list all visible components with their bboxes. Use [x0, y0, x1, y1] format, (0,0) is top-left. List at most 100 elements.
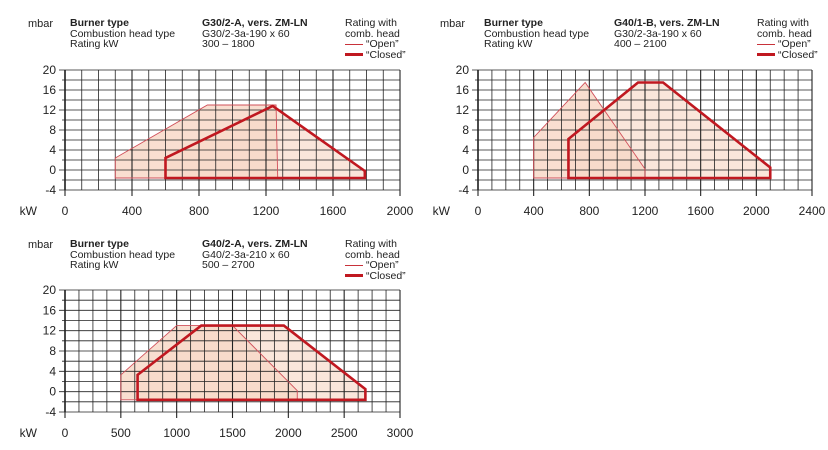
y-unit-label: mbar [28, 239, 54, 251]
legend: Rating with comb. head “Open” “Closed” [757, 18, 818, 60]
legend-swatch-closed [345, 53, 363, 57]
burner-model: G40/2-A, vers. ZM-LN [202, 238, 308, 250]
legend: Rating with comb. head “Open” “Closed” [345, 18, 406, 60]
area-fill-closed [137, 325, 366, 400]
x-tick-label: 3000 [387, 426, 414, 440]
x-tick-label: 1000 [163, 426, 190, 440]
x-tick-label: 1500 [219, 426, 246, 440]
x-tick-label: 800 [189, 204, 209, 218]
y-tick-label: -4 [45, 405, 56, 419]
area-fill-open [120, 325, 298, 400]
burner-model: G40/1-B, vers. ZM-LN [614, 17, 720, 29]
y-tick-label: 16 [43, 303, 57, 317]
head-model: G30/2-3a-190 x 60 [202, 27, 290, 40]
x-tick-label: 0 [62, 204, 69, 218]
x-unit-label: kW [20, 204, 38, 218]
rating-label: Rating kW [484, 38, 533, 50]
burner-header: Burner type Combustion head type Rating … [70, 239, 175, 271]
x-tick-label: 1600 [320, 204, 347, 218]
x-tick-label: 400 [122, 204, 142, 218]
y-unit-label: mbar [440, 18, 466, 30]
x-tick-label: 500 [111, 426, 131, 440]
head-model: G40/2-3a-210 x 60 [202, 248, 290, 261]
y-tick-label: 16 [456, 83, 470, 97]
x-tick-label: 2500 [331, 426, 358, 440]
x-tick-label: 1200 [632, 204, 659, 218]
x-tick-label: 1200 [253, 204, 280, 218]
series-line-closed [164, 104, 367, 180]
y-tick-label: 20 [43, 63, 57, 77]
y-tick-label: 0 [462, 163, 469, 177]
head-type-label: Combustion head type [70, 248, 176, 261]
legend-swatch-open [757, 43, 775, 45]
y-tick-label: 8 [462, 123, 469, 137]
head-type-label: Combustion head type [70, 27, 176, 40]
area-fill-open [115, 105, 278, 178]
rating-range: 300 – 1800 [202, 38, 255, 50]
legend-title-2: comb. head [757, 27, 812, 40]
legend-swatch-closed [757, 53, 775, 57]
legend-swatch-open [345, 264, 363, 266]
x-tick-label: 2000 [387, 204, 414, 218]
y-tick-label: 8 [49, 344, 56, 358]
rating-label: Rating kW [70, 38, 119, 50]
legend-item-open: “Open” [757, 39, 818, 50]
burner-type-label: Burner type [70, 17, 129, 29]
x-tick-label: 0 [62, 426, 69, 440]
x-unit-label: kW [433, 204, 451, 218]
burner-model: G30/2-A, vers. ZM-LN [202, 17, 308, 29]
burner-header: Burner type Combustion head type Rating … [70, 18, 175, 50]
legend-swatch-closed [345, 274, 363, 278]
burner-header: Burner type Combustion head type Rating … [484, 18, 589, 50]
y-tick-label: -4 [458, 183, 469, 197]
burner-values: G30/2-A, vers. ZM-LN G30/2-3a-190 x 60 3… [202, 18, 308, 50]
legend-label-open: “Open” [366, 259, 399, 271]
y-tick-label: 16 [43, 83, 57, 97]
legend-title-1: Rating with [345, 17, 397, 29]
legend-item-closed: “Closed” [345, 269, 406, 282]
series-line-open [533, 81, 646, 179]
y-tick-label: 12 [456, 103, 470, 117]
legend-title-2: comb. head [345, 27, 400, 40]
y-tick-label: 0 [49, 163, 56, 177]
burner-type-label: Burner type [484, 17, 543, 29]
head-type-label: Combustion head type [484, 27, 590, 40]
y-tick-label: -4 [45, 183, 56, 197]
x-unit-label: kW [20, 426, 38, 440]
burner-values: G40/1-B, vers. ZM-LN G30/2-3a-190 x 60 4… [614, 18, 720, 50]
legend-item-open: “Open” [345, 260, 406, 271]
legend-label-closed: “Closed” [366, 48, 406, 61]
x-tick-label: 1600 [687, 204, 714, 218]
rating-label: Rating kW [70, 259, 119, 271]
legend-title-1: Rating with [757, 17, 809, 29]
y-tick-label: 8 [49, 123, 56, 137]
x-tick-label: 2400 [799, 204, 826, 218]
area-fill-closed [568, 82, 771, 178]
head-model: G30/2-3a-190 x 60 [614, 27, 702, 40]
y-tick-label: 20 [456, 63, 470, 77]
x-tick-label: 2000 [275, 426, 302, 440]
rating-range: 400 – 2100 [614, 38, 667, 50]
legend-item-closed: “Closed” [757, 49, 818, 61]
series-line-open [114, 104, 279, 179]
legend-item-closed: “Closed” [345, 48, 406, 61]
x-tick-label: 800 [579, 204, 599, 218]
y-tick-label: 4 [49, 364, 56, 378]
y-tick-label: 12 [43, 324, 57, 338]
area-fill-open [533, 82, 645, 178]
legend: Rating with comb. head “Open” “Closed” [345, 239, 406, 281]
legend-swatch-open [345, 43, 363, 45]
y-tick-label: 4 [462, 143, 469, 157]
legend-item-open: “Open” [345, 39, 406, 50]
x-tick-label: 2000 [743, 204, 770, 218]
legend-label-open: “Open” [366, 38, 399, 50]
legend-label-closed: “Closed” [366, 269, 406, 282]
legend-title-1: Rating with [345, 238, 397, 250]
area-fill-closed [165, 106, 365, 178]
y-tick-label: 4 [49, 143, 56, 157]
legend-title-2: comb. head [345, 248, 400, 261]
x-tick-label: 400 [524, 204, 544, 218]
